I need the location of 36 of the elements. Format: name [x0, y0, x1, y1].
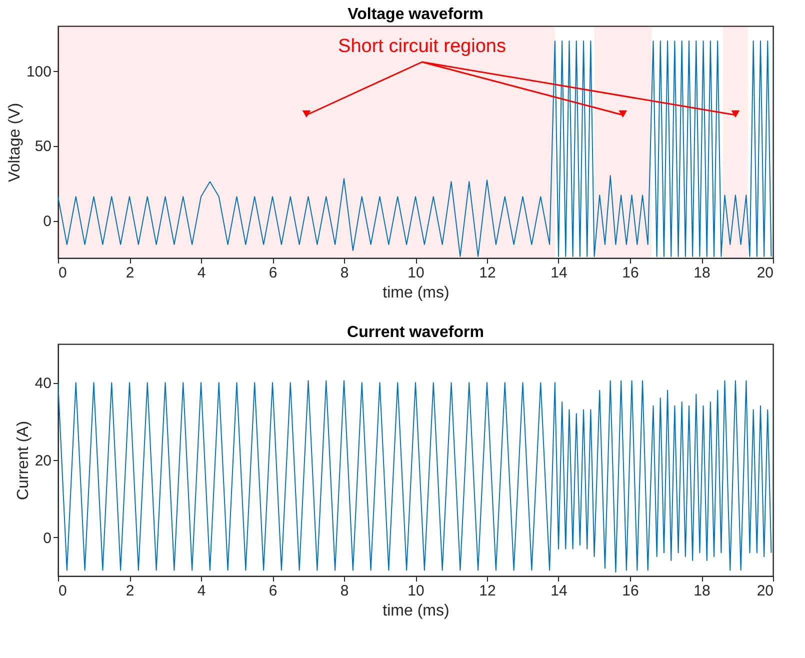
x-tick-label: 18: [694, 264, 710, 282]
y-tick-label: 0: [43, 530, 52, 547]
y-axis-title: Current (A): [14, 420, 32, 500]
y-tick-label: 100: [26, 63, 52, 80]
x-tick-label: 2: [126, 582, 134, 600]
x-tick-label: 6: [268, 264, 278, 282]
x-tick-label: 18: [694, 582, 710, 600]
x-tick-label: 16: [622, 264, 639, 282]
x-tick-label: 14: [550, 582, 568, 600]
y-tick-label: 0: [43, 213, 52, 230]
x-tick-label: 10: [408, 582, 424, 600]
y-tick-label: 20: [34, 452, 52, 470]
chart-title: Voltage waveform: [348, 6, 484, 23]
x-tick-label: 16: [622, 582, 639, 600]
annotation: Short circuit regions: [338, 36, 506, 57]
x-tick-label: 0: [58, 582, 67, 600]
x-tick-label: 4: [197, 264, 206, 282]
line-series: [58, 380, 772, 573]
y-tick-label: 50: [34, 138, 52, 156]
x-tick-label: 0: [58, 264, 67, 282]
x-tick-label: 8: [340, 582, 349, 600]
y-tick-label: 40: [34, 375, 52, 392]
x-tick-label: 20: [756, 264, 774, 282]
x-tick-label: 2: [126, 264, 134, 282]
y-axis-title: Voltage (V): [6, 102, 24, 182]
x-tick-label: 12: [479, 582, 496, 600]
x-tick-label: 10: [408, 264, 424, 282]
x-tick-label: 8: [340, 264, 349, 282]
x-tick-label: 4: [197, 582, 206, 600]
x-tick-label: 14: [550, 264, 568, 282]
chart-title: Current waveform: [347, 324, 484, 341]
x-axis-title: time (ms): [382, 284, 450, 302]
x-axis-title: time (ms): [382, 602, 450, 620]
x-tick-label: 12: [479, 264, 496, 282]
x-tick-label: 6: [268, 582, 278, 600]
x-tick-label: 20: [756, 582, 774, 600]
